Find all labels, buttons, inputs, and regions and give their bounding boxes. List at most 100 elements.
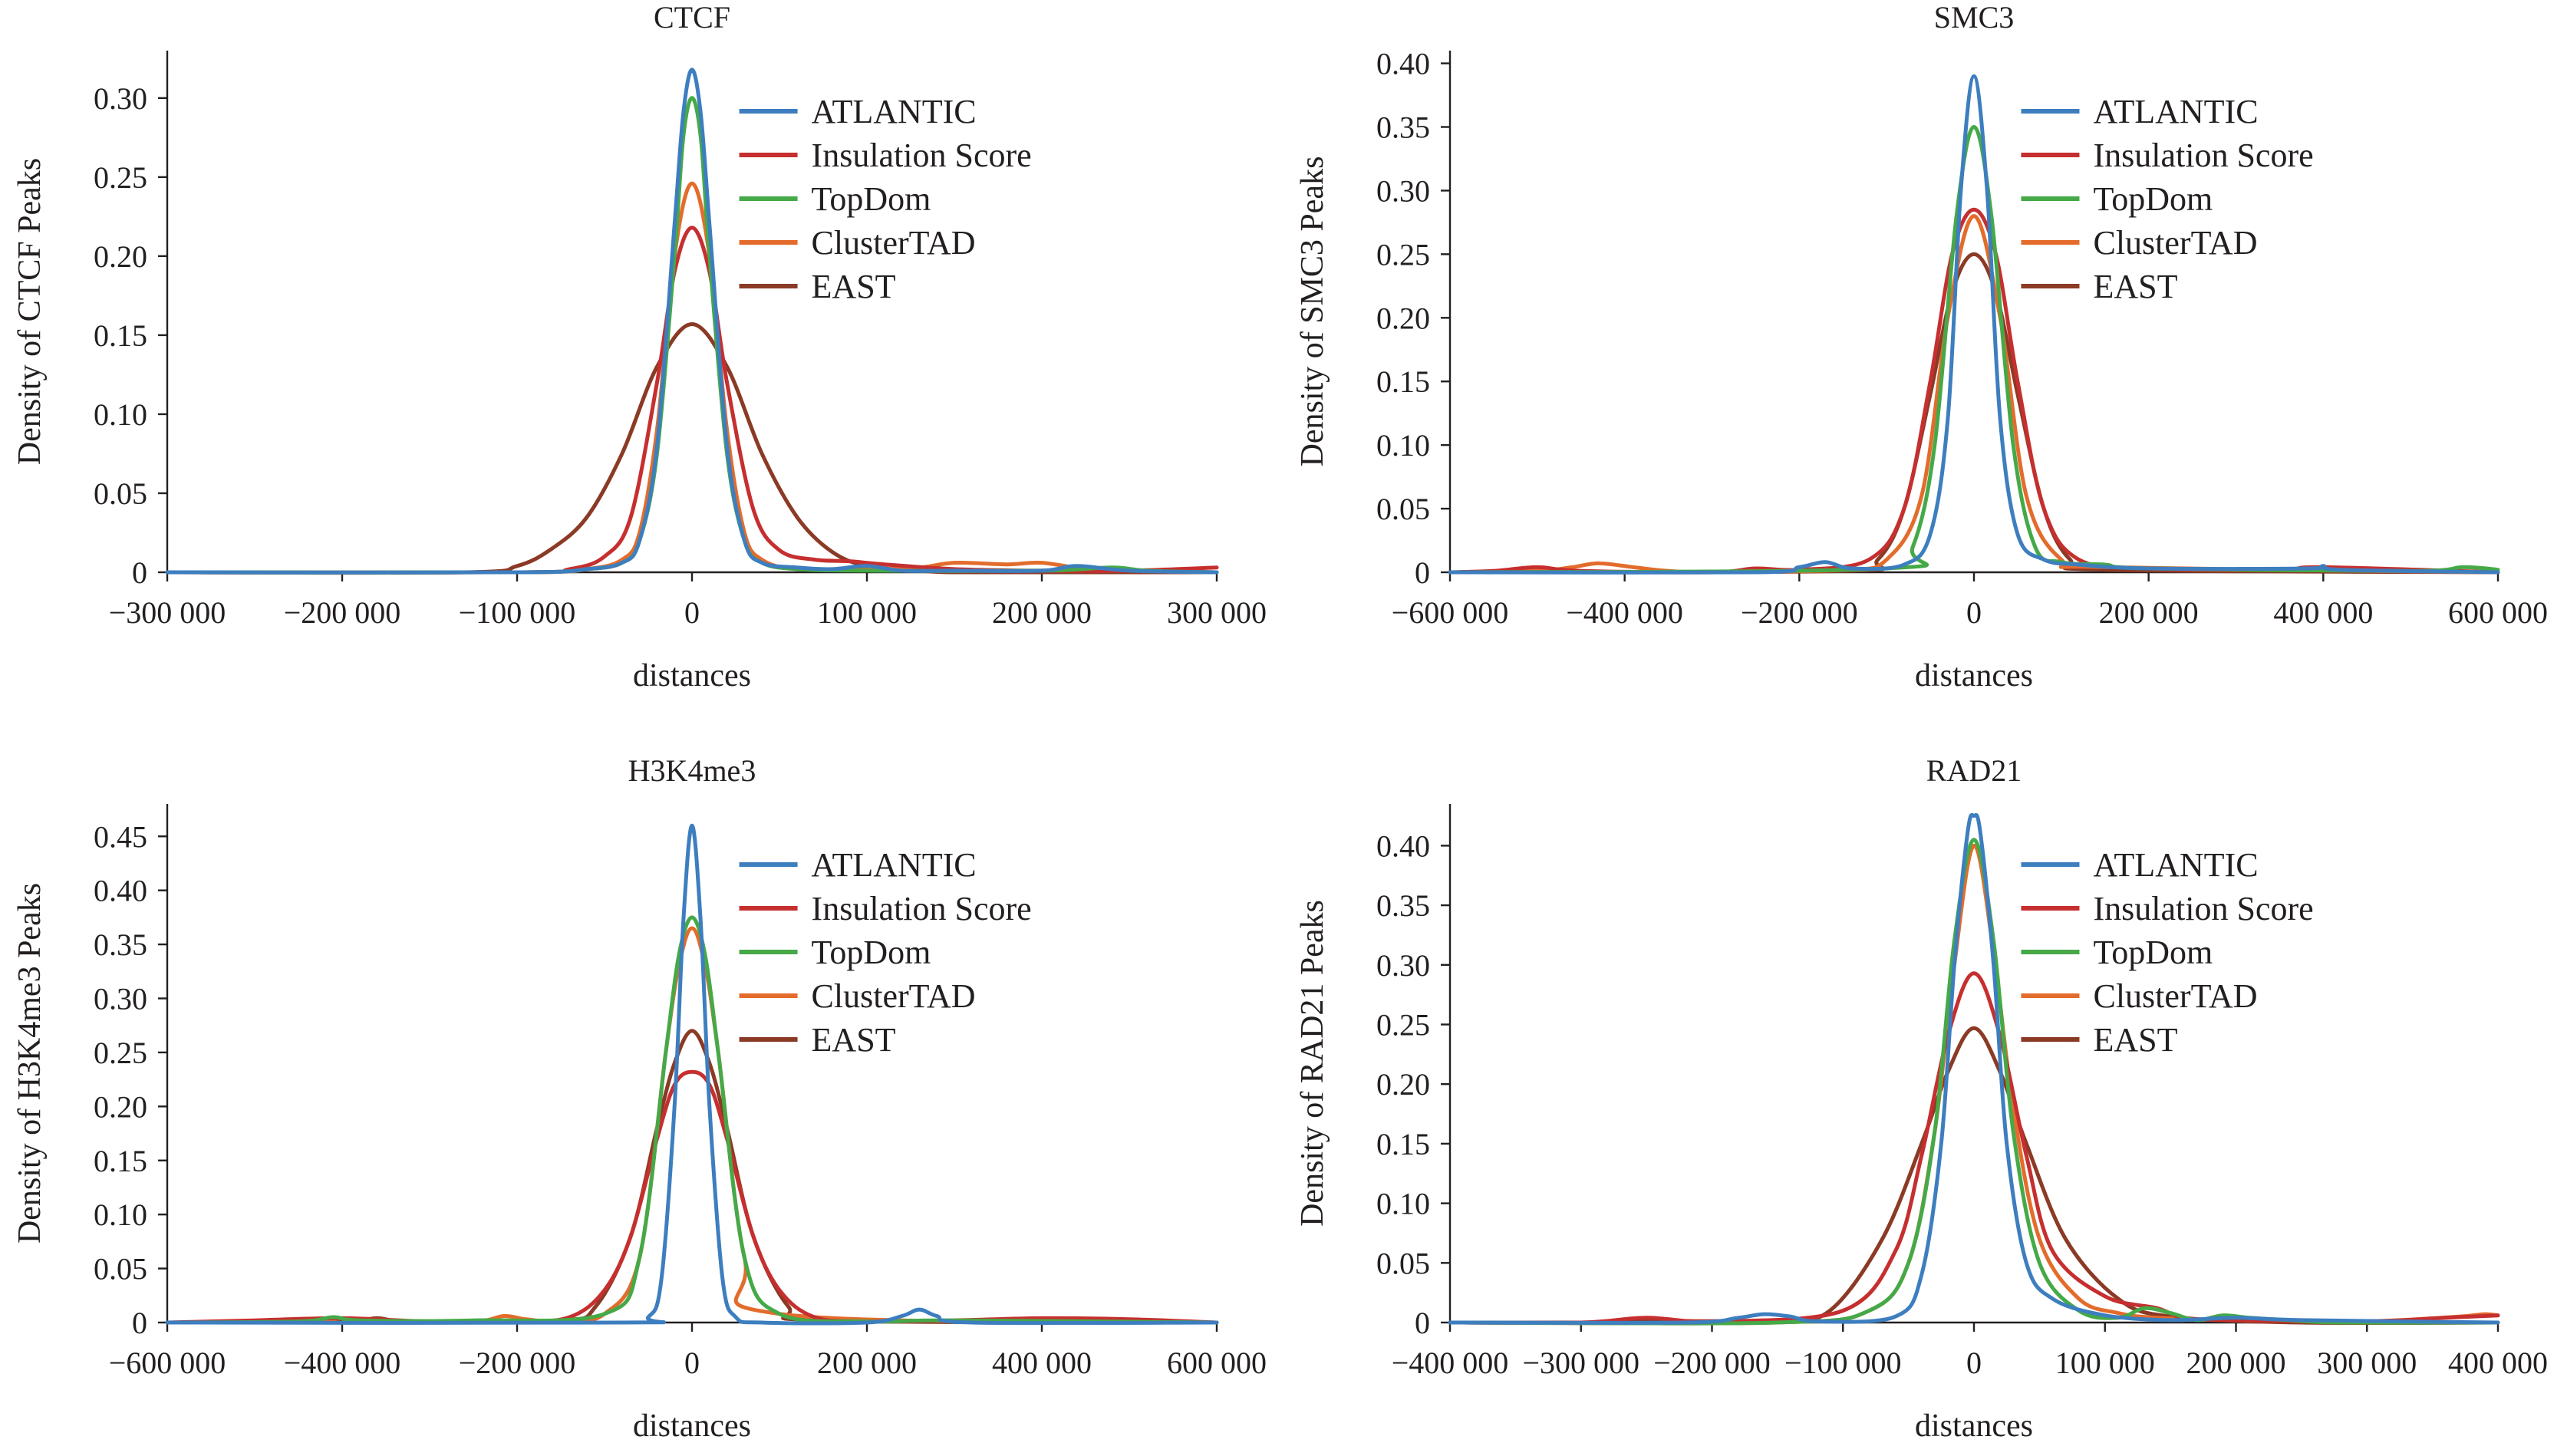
y-tick-label: 0.35	[94, 927, 147, 962]
x-tick-label: −300 000	[109, 595, 226, 630]
x-tick-label: −300 000	[1522, 1346, 1639, 1380]
y-axis-label: Density of RAD21 Peaks	[1295, 900, 1330, 1227]
x-tick-label: 200 000	[992, 595, 1092, 630]
y-tick-label: 0.35	[1376, 888, 1430, 923]
y-tick-label: 0.05	[1376, 1246, 1430, 1280]
y-tick-label: 0.40	[94, 874, 147, 908]
panel-rad21: RAD21 distances Density of RAD21 Peaks 0…	[1295, 753, 2548, 1444]
x-tick-label: 0	[684, 595, 700, 630]
legend-label: EAST	[812, 268, 896, 305]
x-tick-label: 600 000	[1167, 1346, 1267, 1380]
x-tick-label: 600 000	[2448, 595, 2548, 630]
y-tick-label: 0.25	[94, 1036, 147, 1070]
y-tick-label: 0.30	[94, 982, 147, 1016]
x-tick-label: 200 000	[2099, 595, 2199, 630]
y-tick-label: 0.30	[1376, 948, 1430, 983]
legend-label: EAST	[812, 1021, 896, 1059]
y-tick-label: 0.25	[94, 160, 147, 195]
y-tick-label: 0.05	[1376, 492, 1430, 526]
legend-label: ClusterTAD	[812, 977, 976, 1015]
y-tick-label: 0.05	[94, 476, 147, 511]
x-tick-label: 0	[1966, 595, 1982, 630]
panel-h3k4me3: H3K4me3 distances Density of H3K4me3 Pea…	[12, 753, 1267, 1444]
legend-label: TopDom	[812, 180, 931, 218]
legend-label: Insulation Score	[812, 890, 1032, 927]
x-tick-label: −200 000	[284, 595, 401, 630]
panel-title: CTCF	[654, 0, 730, 35]
x-tick-label: −100 000	[459, 595, 576, 630]
x-axis-label: distances	[1915, 658, 2033, 693]
legend-label: TopDom	[2093, 934, 2213, 971]
y-tick-label: 0.30	[1376, 173, 1430, 208]
x-tick-label: 100 000	[2055, 1346, 2155, 1380]
legend-label: ATLANTIC	[812, 846, 977, 884]
legend-label: ClusterTAD	[2093, 977, 2257, 1015]
y-tick-label: 0.15	[94, 1144, 147, 1178]
y-axis-label: Density of CTCF Peaks	[12, 158, 48, 465]
y-tick-label: 0.40	[1376, 47, 1430, 81]
x-tick-label: 0	[684, 1346, 700, 1380]
x-tick-label: 400 000	[2448, 1346, 2548, 1380]
legend-label: ClusterTAD	[2093, 224, 2257, 262]
y-tick-label: 0.45	[94, 819, 147, 854]
legend-label: EAST	[2093, 1021, 2177, 1059]
x-tick-label: 300 000	[1167, 595, 1267, 630]
y-tick-label: 0	[1415, 555, 1430, 590]
y-tick-label: 0.15	[1376, 364, 1430, 399]
y-tick-label: 0.10	[1376, 1187, 1430, 1221]
y-tick-label: 0.10	[94, 1197, 147, 1232]
y-tick-label: 0.20	[1376, 1067, 1430, 1102]
legend-label: EAST	[2093, 268, 2177, 305]
x-tick-label: 200 000	[817, 1346, 917, 1380]
y-tick-label: 0.40	[1376, 828, 1430, 863]
series-line-atlantic	[1448, 812, 2500, 1325]
series-line-atlantic	[165, 68, 1219, 575]
legend-label: ATLANTIC	[2093, 846, 2258, 884]
y-tick-label: 0	[1415, 1306, 1430, 1340]
x-tick-label: −600 000	[109, 1346, 226, 1380]
y-tick-label: 0.10	[94, 397, 147, 432]
panel-smc3: SMC3 distances Density of SMC3 Peaks 0 0.…	[1295, 0, 2548, 693]
y-tick-label: 0.20	[1376, 301, 1430, 335]
y-axis-label: Density of SMC3 Peaks	[1295, 156, 1330, 467]
y-tick-label: 0.30	[94, 81, 147, 116]
y-tick-label: 0.05	[94, 1252, 147, 1286]
y-tick-label: 0.20	[94, 239, 147, 274]
x-axis-label: distances	[633, 658, 751, 693]
legend-label: TopDom	[2093, 180, 2213, 218]
y-tick-label: 0.10	[1376, 428, 1430, 463]
x-tick-label: −600 000	[1392, 595, 1509, 630]
y-tick-label: 0.15	[1376, 1127, 1430, 1161]
y-tick-label: 0	[132, 555, 147, 590]
x-tick-label: −400 000	[1392, 1346, 1509, 1380]
panel-title: H3K4me3	[628, 753, 756, 788]
x-tick-label: −200 000	[459, 1346, 576, 1380]
x-axis-label: distances	[1915, 1408, 2033, 1444]
x-tick-label: −400 000	[1566, 595, 1683, 630]
x-tick-label: 300 000	[2317, 1346, 2417, 1380]
y-tick-label: 0.20	[94, 1089, 147, 1124]
panel-title: RAD21	[1926, 753, 2022, 788]
y-tick-label: 0.15	[94, 318, 147, 353]
y-tick-label: 0.25	[1376, 237, 1430, 272]
y-tick-label: 0	[132, 1306, 147, 1340]
x-tick-label: 0	[1966, 1346, 1982, 1380]
x-tick-label: −200 000	[1741, 595, 1858, 630]
legend-label: ATLANTIC	[2093, 93, 2258, 130]
x-tick-label: −200 000	[1653, 1346, 1771, 1380]
legend-label: Insulation Score	[2093, 137, 2313, 174]
legend-label: Insulation Score	[2093, 890, 2313, 927]
series-line-atlantic	[165, 823, 1219, 1326]
x-axis-label: distances	[633, 1408, 751, 1444]
y-tick-label: 0.25	[1376, 1007, 1430, 1042]
legend-label: ClusterTAD	[812, 224, 976, 262]
x-tick-label: 400 000	[2273, 595, 2373, 630]
x-tick-label: 200 000	[2186, 1346, 2286, 1380]
y-tick-label: 0.35	[1376, 110, 1430, 145]
x-tick-label: −100 000	[1784, 1346, 1902, 1380]
legend-label: TopDom	[812, 934, 931, 971]
x-tick-label: 400 000	[992, 1346, 1092, 1380]
series-line-atlantic	[1448, 74, 2500, 575]
